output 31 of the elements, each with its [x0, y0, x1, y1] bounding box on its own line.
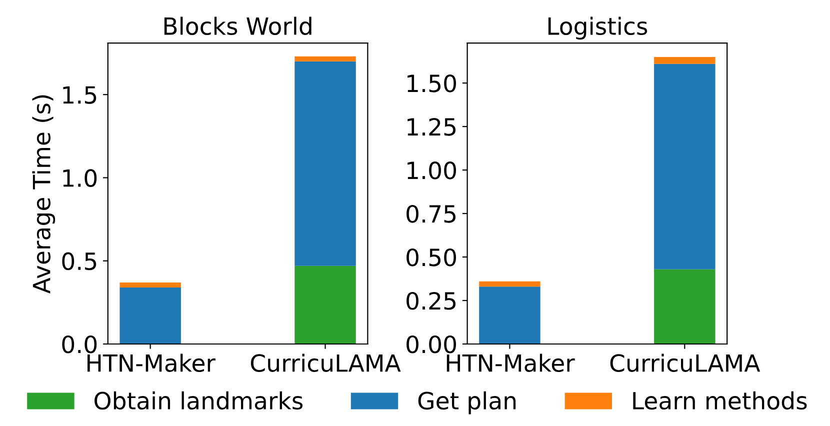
x-tick-label: CurricuLAMA — [610, 354, 760, 372]
y-tick-label: 1.50 — [408, 74, 456, 92]
bar — [654, 56, 716, 64]
legend-label: Obtain landmarks — [94, 391, 303, 410]
bar — [654, 64, 716, 270]
y-tick-label: 1.0 — [63, 169, 97, 188]
bar — [479, 286, 540, 344]
bar — [294, 61, 356, 266]
chart-title: Logistics — [548, 16, 648, 40]
bar — [294, 266, 356, 344]
x-tick-label: HTN-Maker — [88, 354, 216, 372]
y-tick-label: 1.25 — [408, 118, 456, 136]
bar — [294, 56, 356, 62]
y-tick-label: 0.25 — [406, 292, 456, 310]
y-axis-title: Average Time (s) — [32, 95, 56, 294]
y-tick-label: 1.5 — [63, 86, 96, 104]
y-tick-label: 0.50 — [406, 248, 456, 266]
bar — [120, 287, 181, 344]
bar — [654, 269, 716, 344]
y-tick-label: 0.00 — [406, 335, 456, 354]
x-tick-label: HTN-Maker — [446, 354, 575, 372]
y-tick-label: 0.0 — [62, 335, 97, 354]
chart-title: Blocks World — [164, 16, 312, 36]
y-tick-label: 1.00 — [408, 161, 456, 180]
legend-label: Learn methods — [633, 391, 807, 410]
bar — [479, 281, 540, 287]
y-tick-label: 0.75 — [406, 204, 456, 223]
y-tick-label: 0.5 — [62, 252, 96, 270]
legend-label: Get plan — [418, 391, 516, 414]
bar — [120, 282, 181, 288]
x-tick-label: CurricuLAMA — [250, 354, 401, 372]
